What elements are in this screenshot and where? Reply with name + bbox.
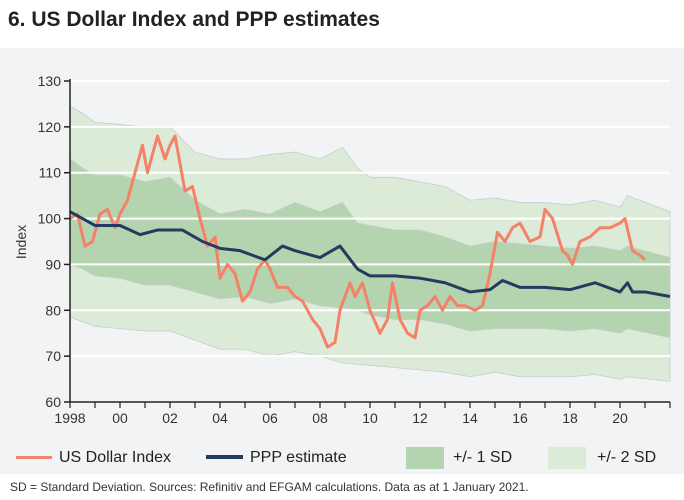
x-tick-label: 16 (512, 410, 528, 426)
series-line-usd (69, 134, 647, 349)
legend-label-ppp: PPP estimate (250, 449, 347, 466)
y-tick-label: 110 (39, 165, 62, 181)
legend-swatch-usd (16, 456, 52, 459)
y-tick-label: 90 (45, 256, 61, 272)
x-tick-label: 08 (312, 410, 328, 426)
legend-label-sd2: +/- 2 SD (597, 449, 657, 466)
x-tick-label: 10 (362, 410, 378, 426)
y-axis-label: Index (13, 225, 29, 259)
y-tick-label: 80 (45, 302, 61, 318)
x-tick-label: 02 (162, 410, 178, 426)
x-tick-label: 20 (612, 410, 628, 426)
y-tick-label: 100 (38, 211, 62, 227)
x-tick-label: 00 (112, 410, 128, 426)
legend-label-usd: US Dollar Index (59, 449, 172, 466)
series-line-ppp (69, 210, 671, 299)
legend-label-sd1: +/- 1 SD (453, 449, 513, 466)
y-tick-label: 130 (38, 73, 62, 89)
footer-note: SD = Standard Deviation. Sources: Refini… (10, 480, 529, 494)
chart-title: 6. US Dollar Index and PPP estimates (8, 8, 380, 31)
y-tick-label: 60 (45, 394, 61, 410)
x-tick-label: 14 (462, 410, 478, 426)
x-tick-label: 06 (262, 410, 278, 426)
legend-swatch-sd1 (406, 447, 444, 469)
y-tick-label: 120 (38, 119, 62, 135)
legend-swatch-sd2 (548, 447, 586, 469)
x-tick-label: 18 (562, 410, 578, 426)
x-tick-label: 04 (212, 410, 228, 426)
legend-swatch-ppp (206, 455, 243, 459)
x-tick-label: 1998 (54, 410, 85, 426)
y-tick-label: 70 (45, 348, 61, 364)
x-tick-label: 12 (412, 410, 428, 426)
